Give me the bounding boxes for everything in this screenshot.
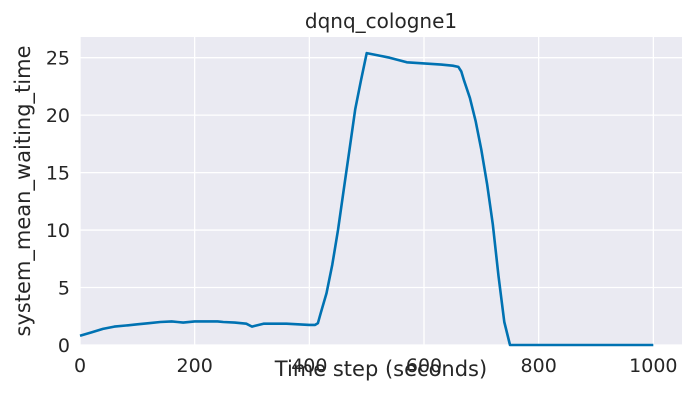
y-tick-label: 15 — [46, 163, 70, 185]
x-tick-labels: 0 200 400 600 800 1000 — [74, 355, 678, 377]
x-tick-label: 400 — [291, 355, 327, 377]
x-tick-label: 0 — [74, 355, 86, 377]
y-tick-labels: 0 5 10 15 20 25 — [46, 48, 70, 357]
x-axis-label: Time step (seconds) — [274, 357, 487, 381]
y-tick-label: 25 — [46, 48, 70, 70]
x-tick-label: 800 — [521, 355, 557, 377]
x-tick-label: 1000 — [629, 355, 677, 377]
y-axis-label: system_mean_waiting_time — [11, 45, 36, 336]
chart-title: dqnq_cologne1 — [305, 9, 457, 33]
grid-lines — [79, 37, 682, 346]
plot-area — [80, 37, 682, 345]
x-tick-label: 600 — [406, 355, 442, 377]
y-tick-label: 10 — [46, 220, 70, 242]
x-tick-label: 200 — [177, 355, 213, 377]
series-group — [79, 51, 654, 347]
y-tick-label: 0 — [58, 335, 70, 357]
y-tick-label: 20 — [46, 105, 70, 127]
series-line — [79, 51, 654, 347]
y-tick-label: 5 — [58, 278, 70, 300]
